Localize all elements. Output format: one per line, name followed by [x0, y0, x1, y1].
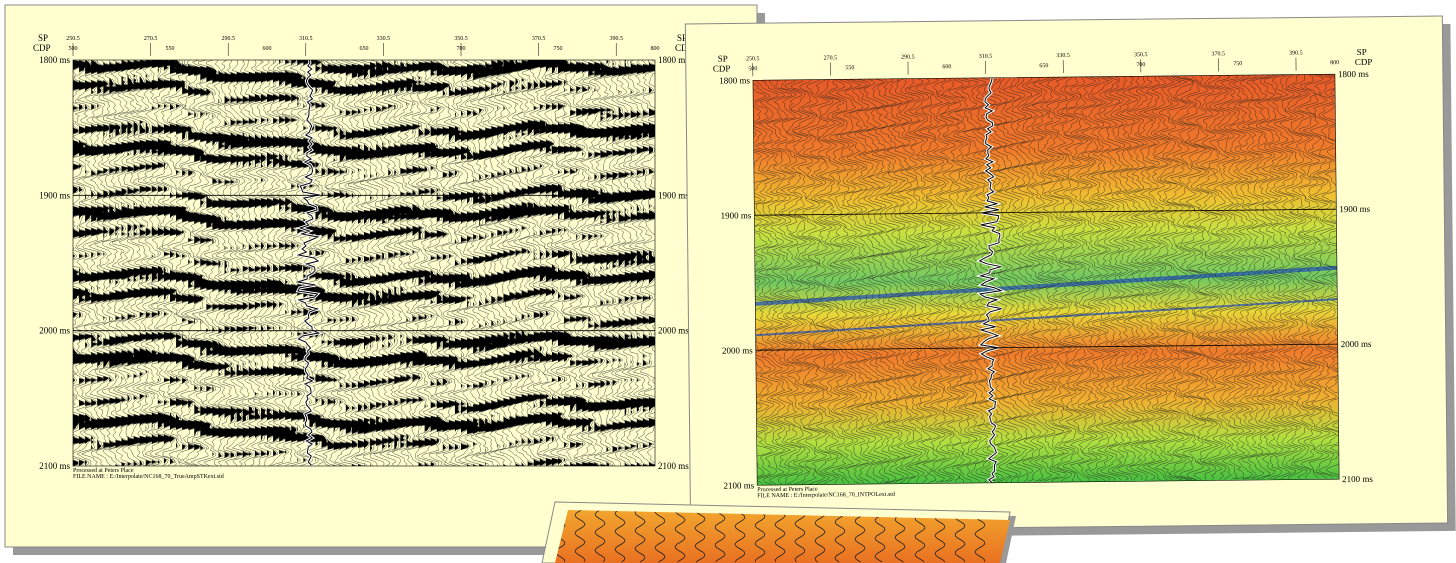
- time-label: 1800 ms: [39, 55, 70, 65]
- sp-label: 290.5: [901, 55, 915, 61]
- time-label: 1900 ms: [39, 190, 70, 200]
- cdp-axis-label: CDP: [1355, 57, 1373, 67]
- sp-label: 270.5: [144, 36, 158, 42]
- cdp-label: 550: [845, 65, 854, 71]
- cdp-label: 700: [1136, 62, 1145, 68]
- cdp-label: 750: [1233, 61, 1242, 67]
- sp-axis-label: SP: [1357, 47, 1367, 57]
- time-label: 1900 ms: [658, 190, 689, 200]
- sp-label: 310.5: [299, 36, 313, 42]
- time-label: 2100 ms: [1342, 474, 1373, 484]
- sp-axis-label: SP: [38, 33, 48, 43]
- time-label: 2100 ms: [39, 461, 70, 471]
- sp-label: 370.5: [532, 36, 546, 42]
- cdp-label: 750: [554, 46, 563, 52]
- time-label: 2000 ms: [722, 345, 753, 355]
- cdp-label: 700: [457, 46, 466, 52]
- interpolated-panel: 1800 ms 1800 ms 1900 ms 1900 ms 2000 ms 2000 …: [685, 16, 1455, 539]
- sp-axis-label: SP: [718, 54, 728, 64]
- sp-label: 390.5: [1289, 51, 1303, 57]
- time-label: 2000 ms: [39, 326, 70, 336]
- time-label: 2100 ms: [723, 480, 754, 490]
- footer: FILE NAME : E:/Interpolate/NC168_70_True…: [73, 474, 224, 480]
- sp-label: 350.5: [1134, 52, 1148, 58]
- cdp-label: 550: [166, 46, 175, 52]
- sp-label: 370.5: [1212, 51, 1226, 57]
- cdp-label: 500: [69, 46, 78, 52]
- time-label: 2100 ms: [658, 461, 689, 471]
- cdp-label: 600: [263, 46, 272, 52]
- cdp-label: 600: [942, 64, 951, 70]
- sp-label: 250.5: [746, 56, 760, 62]
- sp-label: 290.5: [221, 36, 235, 42]
- time-label: 1800 ms: [658, 55, 689, 65]
- cdp-label: 650: [360, 46, 369, 52]
- cdp-label: 500: [748, 66, 757, 72]
- sp-label: 330.5: [377, 36, 391, 42]
- sp-label: 310.5: [979, 54, 993, 60]
- seismic-section: [739, 74, 1354, 485]
- time-label: 1900 ms: [1339, 204, 1370, 214]
- cdp-label: 800: [1330, 60, 1339, 66]
- cdp-axis-label: CDP: [33, 43, 51, 53]
- time-label: 2000 ms: [1341, 339, 1372, 349]
- cdp-axis-label: CDP: [713, 64, 731, 74]
- sp-label: 330.5: [1056, 53, 1070, 59]
- scene: 1800 ms 1800 ms 1900 ms 1900 ms 2000 ms 2000 …: [0, 0, 1456, 563]
- sp-label: 350.5: [454, 36, 468, 42]
- time-label: 1800 ms: [719, 75, 750, 85]
- stack-panel: 1800 ms 1800 ms 1900 ms 1900 ms 2000 ms 2000 …: [5, 5, 765, 555]
- cdp-label: 650: [1039, 63, 1048, 69]
- sp-label: 270.5: [824, 55, 838, 61]
- sp-label: 390.5: [609, 36, 623, 42]
- time-label: 2000 ms: [658, 326, 689, 336]
- time-label: 1900 ms: [721, 210, 752, 220]
- seismic-section: [58, 60, 673, 466]
- sp-label: 250.5: [66, 36, 80, 42]
- time-label: 1800 ms: [1338, 69, 1369, 79]
- cdp-label: 800: [651, 46, 660, 52]
